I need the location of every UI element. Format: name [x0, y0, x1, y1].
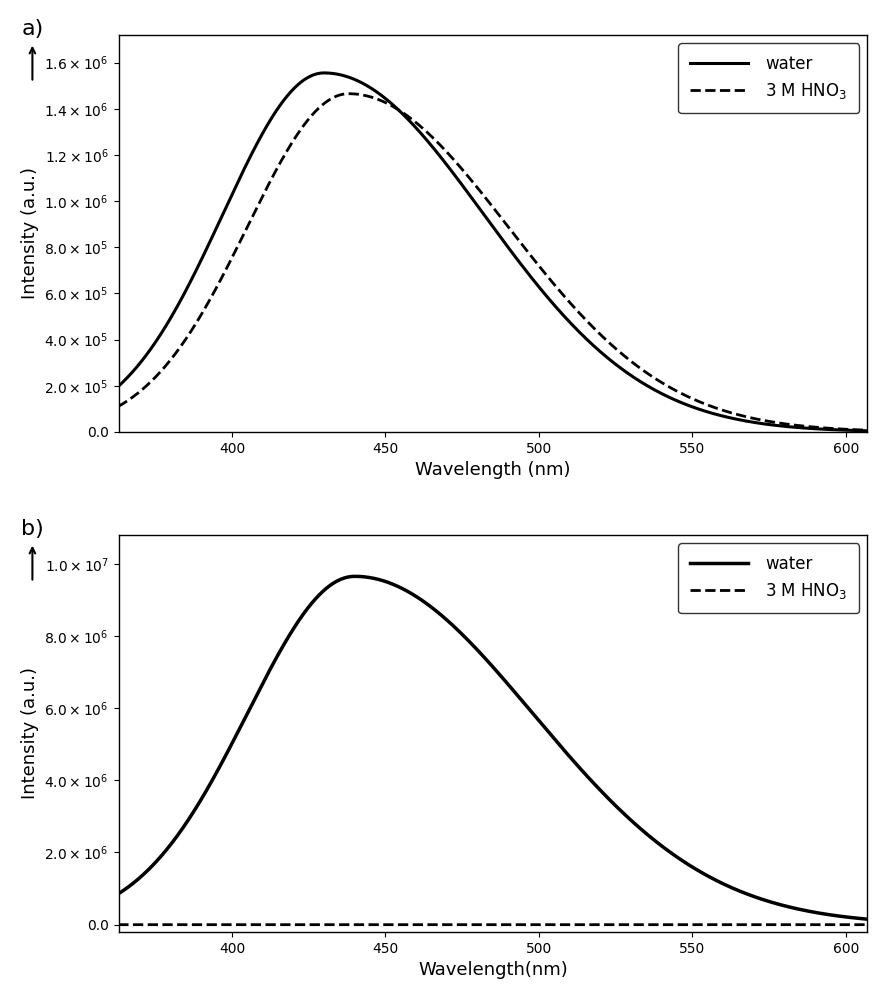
3 M HNO$_3$: [432, 919, 442, 931]
3 M HNO$_3$: [399, 107, 409, 119]
Line: 3 M HNO$_3$: 3 M HNO$_3$: [109, 94, 876, 430]
3 M HNO$_3$: [104, 919, 115, 931]
Y-axis label: Intensity (a.u.): Intensity (a.u.): [20, 667, 39, 799]
Text: b): b): [21, 519, 44, 539]
water: [399, 109, 409, 121]
water: [237, 717, 248, 729]
3 M HNO$_3$: [398, 919, 408, 931]
3 M HNO$_3$: [856, 919, 867, 931]
water: [432, 606, 442, 618]
3 M HNO$_3$: [773, 417, 784, 429]
water: [104, 388, 115, 400]
Line: water: water: [109, 73, 876, 431]
3 M HNO$_3$: [104, 405, 115, 417]
water: [237, 167, 248, 179]
3 M HNO$_3$: [192, 316, 202, 328]
3 M HNO$_3$: [856, 424, 867, 436]
3 M HNO$_3$: [773, 919, 784, 931]
3 M HNO$_3$: [432, 136, 442, 148]
water: [773, 420, 784, 432]
water: [399, 583, 409, 595]
Y-axis label: Intensity (a.u.): Intensity (a.u.): [20, 167, 39, 299]
water: [192, 263, 202, 275]
X-axis label: Wavelength(nm): Wavelength(nm): [418, 961, 567, 979]
3 M HNO$_3$: [237, 231, 248, 243]
Legend: water, 3 M HNO$_3$: water, 3 M HNO$_3$: [678, 543, 859, 613]
3 M HNO$_3$: [871, 919, 882, 931]
water: [104, 893, 115, 905]
water: [871, 425, 882, 437]
3 M HNO$_3$: [871, 424, 882, 436]
3 M HNO$_3$: [192, 919, 202, 931]
water: [432, 146, 442, 158]
water: [856, 913, 867, 925]
3 M HNO$_3$: [237, 919, 248, 931]
X-axis label: Wavelength (nm): Wavelength (nm): [415, 461, 571, 479]
3 M HNO$_3$: [344, 88, 354, 100]
water: [192, 801, 202, 813]
Line: water: water: [109, 576, 876, 920]
water: [773, 898, 784, 910]
water: [856, 425, 867, 437]
water: [319, 67, 329, 79]
water: [350, 570, 361, 582]
water: [871, 914, 882, 926]
Legend: water, 3 M HNO$_3$: water, 3 M HNO$_3$: [678, 43, 859, 113]
Text: a): a): [21, 19, 44, 39]
